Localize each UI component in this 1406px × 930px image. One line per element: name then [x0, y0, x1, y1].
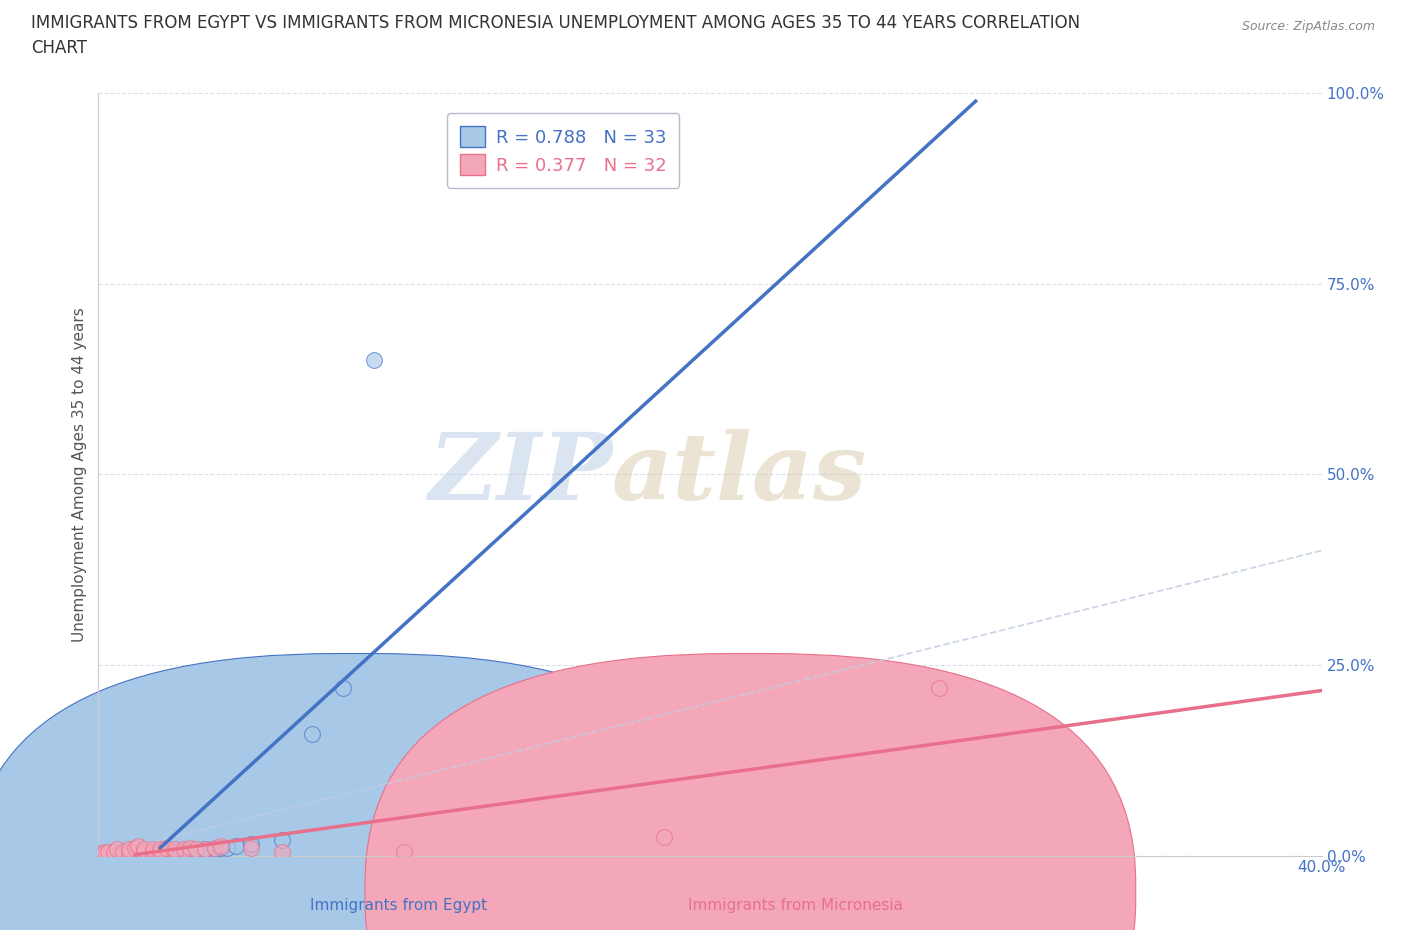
Point [87, 848, 110, 863]
Point [173, 844, 195, 859]
FancyBboxPatch shape [0, 654, 741, 930]
Point [103, 848, 125, 863]
Point [209, 841, 232, 856]
Point [270, 844, 292, 859]
Point [204, 841, 226, 856]
Point [134, 848, 156, 863]
Point [87, 848, 110, 863]
Point [155, 841, 177, 856]
Point [173, 842, 195, 857]
Point [270, 833, 292, 848]
Point [363, 352, 385, 367]
Point [149, 842, 172, 857]
Point [118, 842, 141, 857]
Point [163, 844, 186, 859]
Point [194, 842, 217, 857]
Legend: R = 0.788   N = 33, R = 0.377   N = 32: R = 0.788 N = 33, R = 0.377 N = 32 [447, 113, 679, 188]
Point [134, 848, 156, 863]
Point [186, 844, 208, 859]
Point [142, 842, 165, 857]
Point [301, 726, 323, 741]
Text: Immigrants from Micronesia: Immigrants from Micronesia [688, 897, 903, 912]
Point [134, 844, 156, 859]
Text: Source: ZipAtlas.com: Source: ZipAtlas.com [1241, 20, 1375, 33]
Point [142, 846, 165, 861]
Point [127, 839, 149, 854]
Point [392, 844, 416, 859]
Point [928, 681, 950, 696]
Point [124, 841, 146, 856]
Point [332, 681, 354, 696]
Point [118, 848, 141, 863]
Point [163, 846, 186, 861]
Point [111, 848, 134, 863]
Point [124, 848, 146, 863]
Point [186, 842, 208, 857]
Point [225, 839, 247, 854]
Point [105, 842, 128, 857]
Point [111, 844, 134, 859]
Point [149, 846, 172, 861]
Point [87, 846, 110, 861]
FancyBboxPatch shape [366, 654, 1136, 930]
Point [134, 842, 156, 857]
Text: ZIP: ZIP [427, 430, 612, 519]
Text: Immigrants from Egypt: Immigrants from Egypt [309, 897, 486, 912]
Point [111, 848, 134, 863]
Text: atlas: atlas [612, 430, 868, 519]
Point [215, 841, 238, 856]
Point [103, 844, 125, 859]
Point [97, 844, 120, 859]
Point [142, 844, 165, 859]
Point [163, 842, 186, 857]
Y-axis label: Unemployment Among Ages 35 to 44 years: Unemployment Among Ages 35 to 44 years [72, 307, 87, 642]
Point [118, 844, 141, 859]
Text: CHART: CHART [31, 39, 87, 57]
Text: IMMIGRANTS FROM EGYPT VS IMMIGRANTS FROM MICRONESIA UNEMPLOYMENT AMONG AGES 35 T: IMMIGRANTS FROM EGYPT VS IMMIGRANTS FROM… [31, 14, 1080, 32]
Point [155, 846, 177, 861]
Point [124, 848, 146, 863]
Point [87, 848, 110, 863]
Point [209, 839, 232, 854]
Point [118, 848, 141, 863]
Point [179, 844, 201, 859]
Point [194, 842, 217, 857]
Point [240, 841, 263, 856]
Point [652, 830, 675, 844]
Point [87, 846, 110, 861]
Point [163, 844, 186, 859]
Point [87, 848, 110, 863]
Point [142, 848, 165, 863]
Point [204, 842, 226, 857]
Point [93, 844, 115, 859]
Point [179, 841, 201, 856]
Point [240, 837, 263, 852]
Point [149, 844, 172, 859]
Point [149, 846, 172, 861]
Point [103, 848, 125, 863]
